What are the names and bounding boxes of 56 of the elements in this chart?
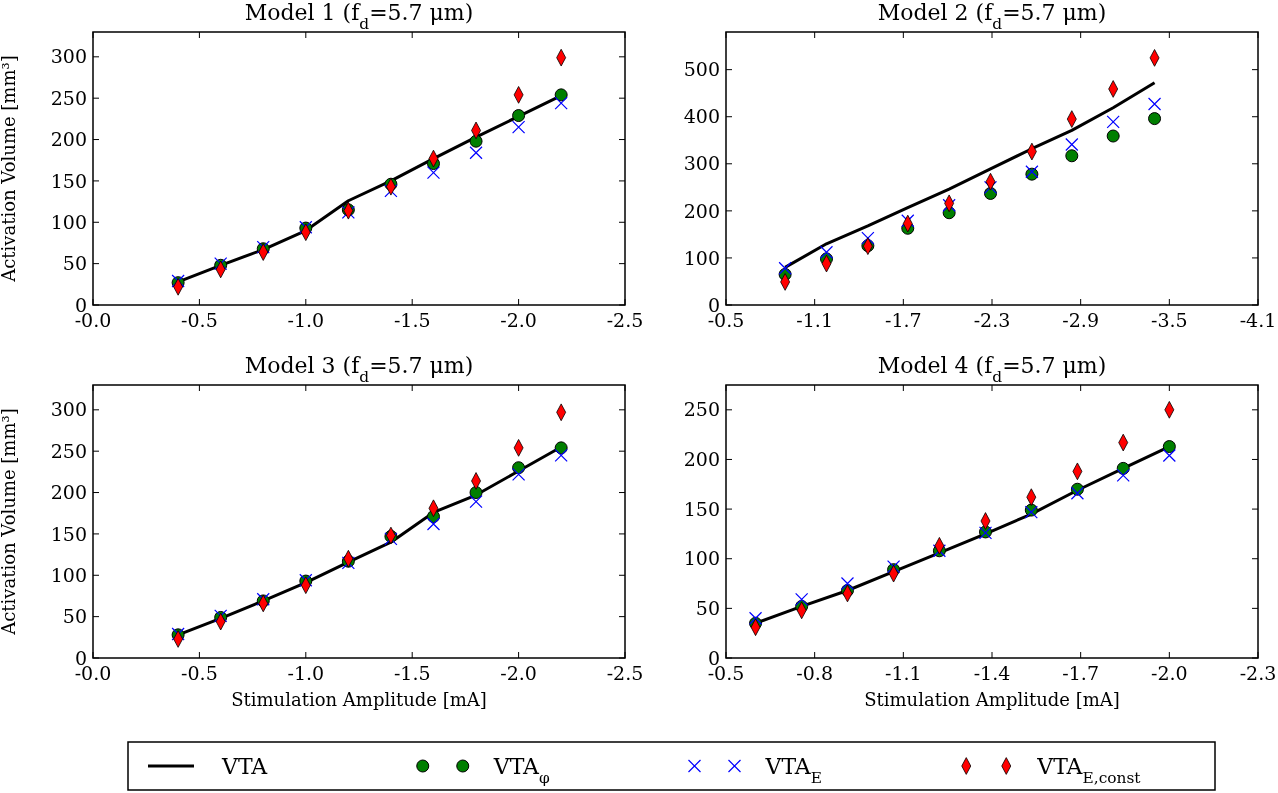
x-tick-label: -0.8 — [796, 662, 833, 684]
x-tick-label: -2.5 — [606, 662, 644, 684]
y-tick-label: 100 — [683, 547, 720, 570]
y-tick-label: 50 — [695, 597, 720, 620]
y-tick-label: 100 — [683, 246, 720, 269]
x-tick-label: -2.0 — [500, 309, 537, 331]
y-tick-label: 200 — [683, 199, 720, 222]
y-axis-title: Activation Volume [mm³] — [0, 408, 19, 636]
x-axis-title: Stimulation Amplitude [mA] — [231, 689, 487, 710]
x-tick-label: -1.1 — [885, 662, 922, 684]
y-axis-title: Activation Volume [mm³] — [0, 55, 19, 283]
x-tick-label: -2.0 — [500, 662, 537, 684]
y-tick-label: 300 — [683, 152, 720, 175]
y-tick-label: 50 — [62, 252, 87, 275]
y-tick-label: 200 — [683, 448, 720, 471]
y-tick-label: 300 — [50, 398, 87, 421]
legend-label: VTA$_{E}$ — [764, 753, 822, 787]
chart-title: Model 1 (f$_{d}$=5.7 μm) — [244, 0, 474, 33]
y-tick-label: 150 — [50, 522, 87, 545]
x-tick-label: -1.5 — [393, 662, 431, 684]
x-axis-title: Stimulation Amplitude [mA] — [864, 689, 1120, 710]
x-tick-label: -1.7 — [1062, 662, 1099, 684]
x-tick-label: -2.3 — [973, 309, 1011, 331]
x-tick-label: -0.5 — [181, 309, 218, 331]
y-tick-label: 100 — [50, 563, 87, 586]
x-tick-label: -0.5 — [181, 662, 218, 684]
y-tick-label: 250 — [50, 439, 87, 462]
x-tick-label: -1.7 — [885, 309, 922, 331]
x-tick-label: -1.0 — [287, 309, 325, 331]
y-tick-label: 50 — [62, 605, 87, 628]
x-tick-label: -1.4 — [973, 662, 1011, 684]
y-tick-label: 200 — [50, 128, 87, 151]
y-tick-label: 300 — [50, 45, 87, 68]
chart-title: Model 3 (f$_{d}$=5.7 μm) — [244, 353, 474, 386]
y-tick-label: 100 — [50, 210, 87, 233]
chart-title: Model 4 (f$_{d}$=5.7 μm) — [877, 353, 1107, 386]
chart-title: Model 2 (f$_{d}$=5.7 μm) — [877, 0, 1107, 33]
legend-label: VTA$_{E,const}$ — [1036, 753, 1142, 787]
x-tick-label: -4.1 — [1239, 309, 1277, 331]
x-tick-label: -1.0 — [287, 662, 325, 684]
x-tick-label: -1.5 — [393, 309, 431, 331]
y-tick-label: 400 — [683, 105, 720, 128]
x-tick-label: -2.3 — [1239, 662, 1277, 684]
y-tick-label: 150 — [50, 169, 87, 192]
x-tick-label: -2.0 — [1151, 662, 1188, 684]
x-tick-label: -2.9 — [1062, 309, 1099, 331]
x-tick-label: -3.5 — [1151, 309, 1188, 331]
y-tick-label: 250 — [50, 86, 87, 109]
y-tick-label: 150 — [683, 497, 720, 520]
x-tick-label: -2.5 — [606, 309, 644, 331]
x-tick-label: -1.1 — [796, 309, 833, 331]
legend-label: VTA$_{φ}$ — [492, 753, 550, 787]
y-tick-label: 200 — [50, 481, 87, 504]
y-tick-label: 500 — [683, 58, 720, 81]
legend-label: VTA — [221, 753, 269, 779]
y-tick-label: 250 — [683, 398, 720, 421]
